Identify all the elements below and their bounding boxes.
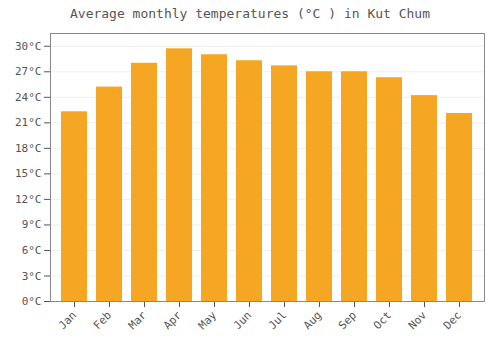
svg-text:6°C: 6°C	[22, 244, 42, 257]
svg-text:Aug: Aug	[301, 309, 324, 332]
svg-text:24°C: 24°C	[15, 91, 42, 104]
svg-text:Mar: Mar	[126, 308, 150, 332]
svg-text:Jul: Jul	[266, 309, 289, 332]
svg-text:0°C: 0°C	[22, 295, 42, 308]
svg-text:Oct: Oct	[371, 309, 394, 332]
html-text:Average monthly temperatures (: Average monthly temperatures (°C ) in Ku…	[70, 6, 430, 21]
svg-text:Apr: Apr	[161, 308, 185, 332]
svg-text:Feb: Feb	[91, 309, 114, 332]
svg-text:21°C: 21°C	[15, 116, 42, 129]
svg-text:Dec: Dec	[441, 309, 464, 332]
svg-text:Sep: Sep	[336, 309, 359, 332]
svg-text:27°C: 27°C	[15, 65, 42, 78]
svg-text:Jan: Jan	[56, 309, 79, 332]
svg-text:9°C: 9°C	[22, 218, 42, 231]
svg-text:30°C: 30°C	[15, 40, 42, 53]
svg-text:Nov: Nov	[406, 308, 430, 332]
svg-text:12°C: 12°C	[15, 193, 42, 206]
svg-text:18°C: 18°C	[15, 142, 42, 155]
svg-text:Jun: Jun	[231, 309, 254, 332]
svg-text:15°C: 15°C	[15, 167, 42, 180]
svg-text:3°C: 3°C	[22, 269, 42, 282]
svg-text:May: May	[196, 308, 220, 332]
